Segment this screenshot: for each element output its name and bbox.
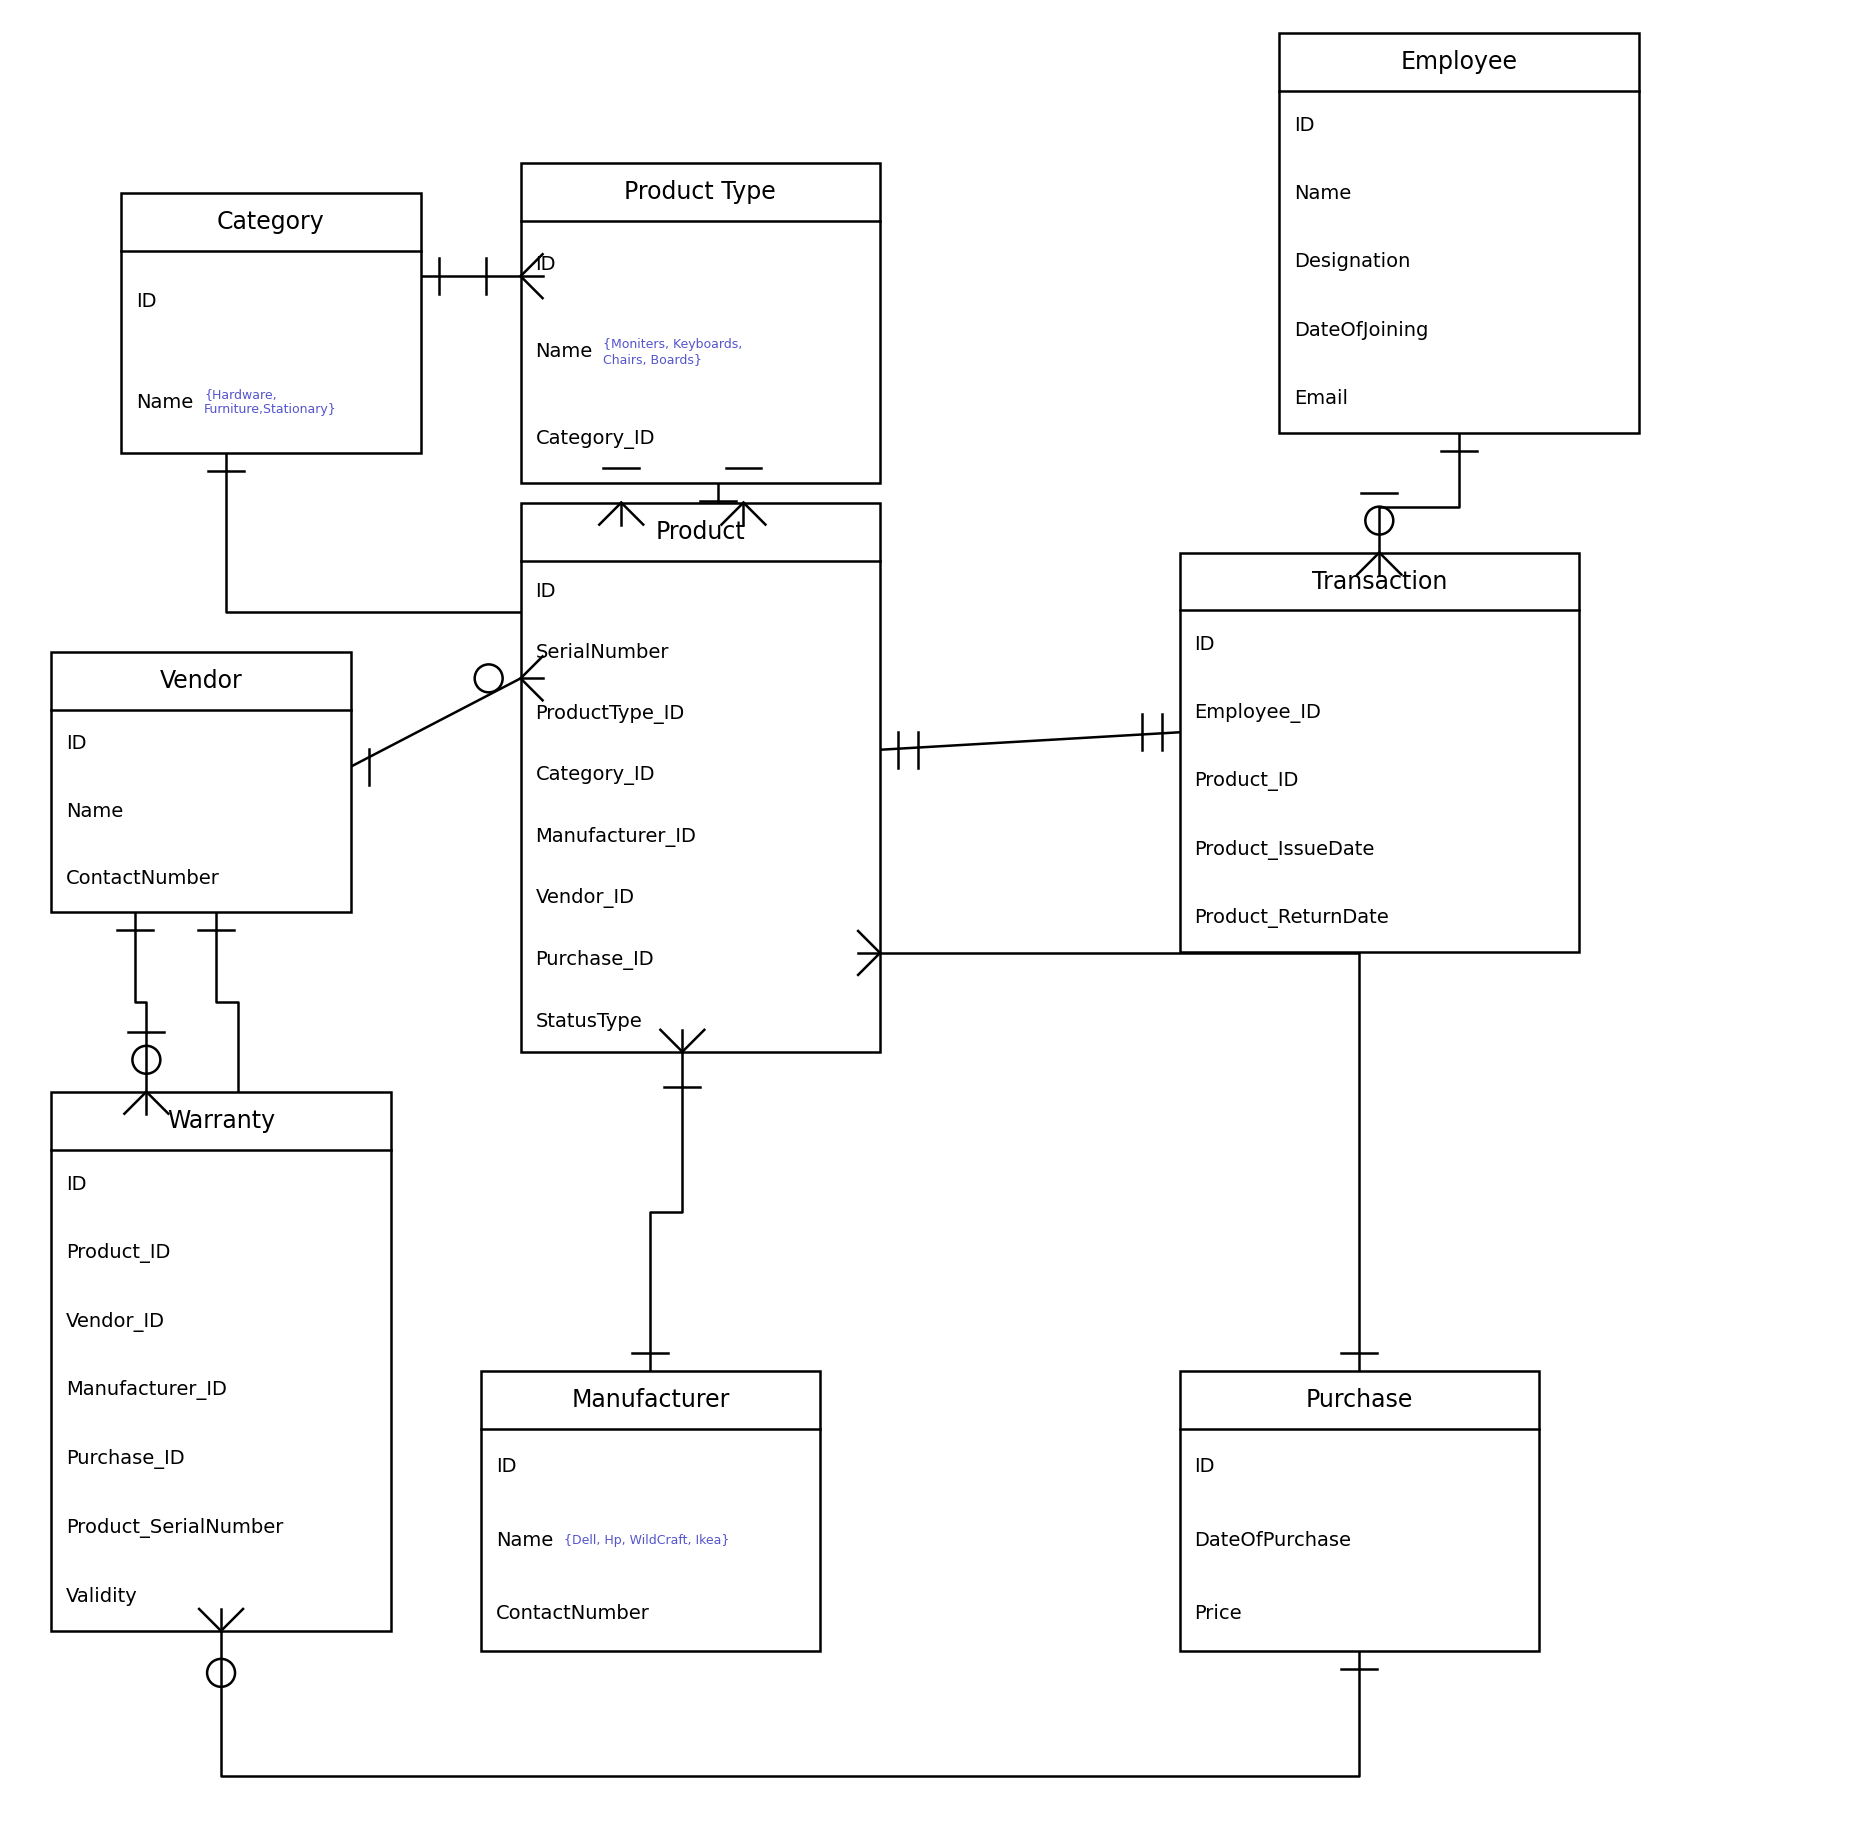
- Text: StatusType: StatusType: [535, 1011, 643, 1031]
- Text: Manufacturer: Manufacturer: [570, 1389, 730, 1412]
- Text: Manufacturer_ID: Manufacturer_ID: [535, 826, 696, 846]
- Text: Product Type: Product Type: [624, 180, 776, 203]
- Bar: [482, 1372, 820, 1651]
- Bar: [520, 163, 880, 482]
- Text: Purchase_ID: Purchase_ID: [67, 1449, 185, 1469]
- Bar: [120, 192, 420, 453]
- Bar: [1180, 553, 1580, 953]
- Text: Product_ID: Product_ID: [67, 1242, 170, 1262]
- Text: Product_ID: Product_ID: [1195, 771, 1298, 791]
- Text: {Moniters, Keyboards,
Chairs, Boards}: {Moniters, Keyboards, Chairs, Boards}: [604, 337, 743, 366]
- Text: Employee_ID: Employee_ID: [1195, 703, 1322, 724]
- Text: Product: Product: [656, 520, 745, 544]
- Text: Name: Name: [1295, 185, 1352, 203]
- Text: Product_SerialNumber: Product_SerialNumber: [67, 1517, 283, 1537]
- Text: Product_IssueDate: Product_IssueDate: [1195, 839, 1374, 859]
- Text: Product_ReturnDate: Product_ReturnDate: [1195, 909, 1389, 927]
- Text: DateOfPurchase: DateOfPurchase: [1195, 1530, 1352, 1550]
- Text: Designation: Designation: [1295, 253, 1411, 271]
- Text: Name: Name: [496, 1530, 554, 1550]
- Text: Name: Name: [535, 343, 593, 361]
- Text: ID: ID: [535, 583, 556, 601]
- Text: Employee: Employee: [1400, 49, 1517, 75]
- Text: ID: ID: [1295, 115, 1315, 136]
- Text: {Dell, Hp, WildCraft, Ikea}: {Dell, Hp, WildCraft, Ikea}: [563, 1533, 730, 1546]
- Text: Warranty: Warranty: [167, 1108, 276, 1132]
- Text: Price: Price: [1195, 1605, 1243, 1623]
- Bar: [520, 502, 880, 1052]
- Text: Category_ID: Category_ID: [535, 766, 656, 784]
- Text: {Hardware,
Furniture,Stationary}: {Hardware, Furniture,Stationary}: [204, 388, 337, 416]
- Text: ID: ID: [67, 1174, 87, 1193]
- Text: DateOfJoining: DateOfJoining: [1295, 321, 1428, 339]
- Text: SerialNumber: SerialNumber: [535, 643, 669, 661]
- Text: ContactNumber: ContactNumber: [496, 1605, 650, 1623]
- Text: Name: Name: [137, 392, 193, 412]
- Text: Category: Category: [217, 211, 324, 234]
- Text: ID: ID: [137, 291, 157, 311]
- Text: ContactNumber: ContactNumber: [67, 868, 220, 889]
- Bar: [52, 1092, 391, 1630]
- Bar: [1280, 33, 1639, 432]
- Text: Vendor_ID: Vendor_ID: [535, 889, 635, 909]
- Text: ID: ID: [1195, 1456, 1215, 1475]
- Text: Vendor: Vendor: [159, 669, 243, 692]
- Text: Email: Email: [1295, 388, 1348, 409]
- Text: ID: ID: [67, 735, 87, 753]
- Bar: [1180, 1372, 1539, 1651]
- Text: Purchase: Purchase: [1306, 1389, 1413, 1412]
- Text: ID: ID: [1195, 636, 1215, 654]
- Text: Transaction: Transaction: [1311, 570, 1446, 594]
- Text: Name: Name: [67, 802, 124, 821]
- Text: ProductType_ID: ProductType_ID: [535, 703, 685, 724]
- Text: ID: ID: [496, 1456, 517, 1475]
- Text: Manufacturer_ID: Manufacturer_ID: [67, 1379, 228, 1400]
- Text: Purchase_ID: Purchase_ID: [535, 949, 654, 969]
- Text: Vendor_ID: Vendor_ID: [67, 1312, 165, 1332]
- Text: ID: ID: [535, 255, 556, 275]
- Text: Category_ID: Category_ID: [535, 429, 656, 449]
- Text: Validity: Validity: [67, 1587, 139, 1607]
- Bar: [52, 652, 350, 912]
